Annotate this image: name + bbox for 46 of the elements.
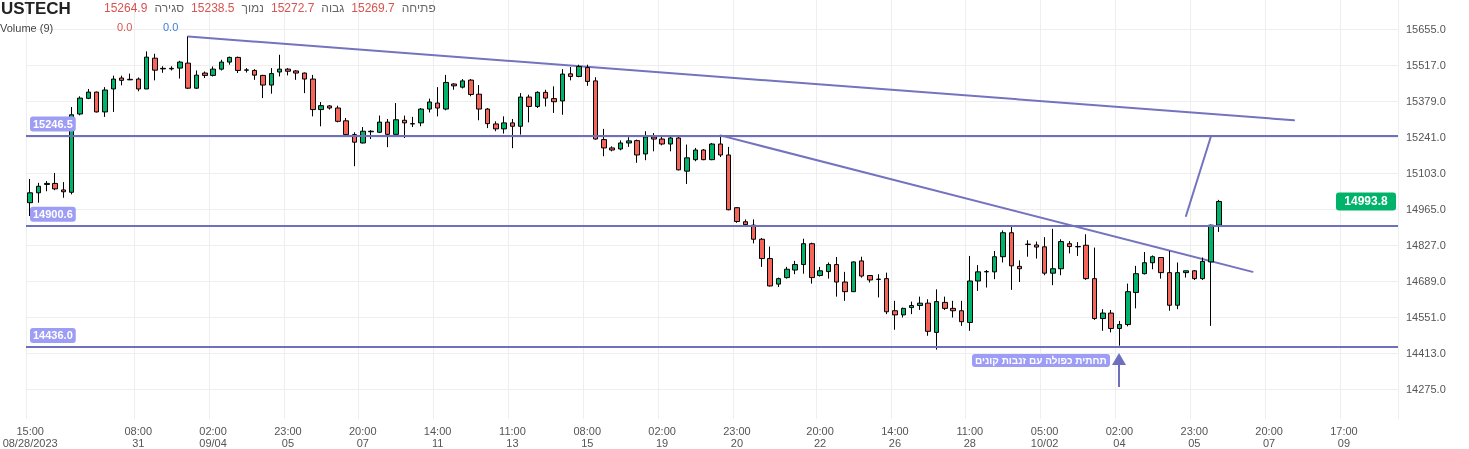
x-tick-label: 02:00 19 (648, 425, 676, 449)
x-tick-label: 11:00 28 (956, 425, 984, 449)
y-tick-label: 15379.0 (1406, 94, 1446, 107)
y-tick-label: 14689.0 (1406, 274, 1446, 287)
annotation: 0.0 (117, 21, 133, 33)
x-tick-label: 02:00 09/04 (199, 425, 227, 449)
y-tick-label: 14275.0 (1406, 383, 1446, 395)
annotation: 15264.9 (104, 1, 148, 15)
x-tick-label: 14:00 26 (881, 425, 909, 449)
y-tick-label: 15241.0 (1406, 130, 1446, 143)
x-tick-label: 08:00 15 (573, 425, 602, 449)
annotation: 15238.5 (191, 1, 235, 15)
x-tick-label: 20:00 07 (349, 425, 377, 449)
y-tick-label: 14413.0 (1406, 346, 1446, 359)
y-tick-label: 14827.0 (1406, 238, 1446, 251)
chart-title: USTECH (1, 0, 71, 19)
annotation: סגירה (154, 1, 185, 15)
annotation: תחתית כפולה עם זנבות קונים (972, 354, 1110, 367)
y-tick-label: 15103.0 (1406, 166, 1446, 179)
annotation: Volume (9) (0, 22, 54, 34)
x-tick-label: 17:00 09 (1330, 425, 1358, 449)
y-tick-label: 14965.0 (1406, 202, 1446, 215)
x-tick-label: 11:00 13 (499, 425, 526, 449)
ref-line-label: 14436.0 (33, 329, 73, 342)
x-tick-label: 20:00 07 (1255, 425, 1283, 449)
annotation: 15272.7 (270, 1, 315, 15)
x-tick-label: 20:00 22 (806, 425, 834, 449)
annotation: נמוך (241, 1, 264, 15)
y-tick-label: 15517.0 (1406, 58, 1446, 71)
annotation: פתיחה (401, 1, 436, 15)
ref-line-label: 15246.5 (33, 118, 73, 131)
x-tick-label: 14:00 11 (423, 425, 452, 449)
ref-line-label: 14900.6 (33, 208, 73, 221)
x-tick-label: 23:00 05 (274, 425, 302, 449)
x-tick-label: 15:00 08/28/2023 (2, 425, 58, 449)
annotation: 15269.7 (351, 1, 395, 15)
x-tick-label: 23:00 05 (1180, 425, 1209, 449)
y-tick-label: 15655.0 (1406, 22, 1446, 35)
x-tick-label: 08:00 31 (124, 425, 153, 449)
annotation: 0.0 (163, 21, 179, 33)
x-tick-label: 05:00 10/02 (1030, 425, 1059, 449)
annotation: 14993.8 (1344, 194, 1389, 209)
annotation: גבוה (321, 1, 345, 15)
x-tick-label: 02:00 04 (1105, 425, 1134, 449)
x-tick-label: 23:00 20 (723, 425, 751, 449)
y-tick-label: 14551.0 (1406, 310, 1446, 323)
